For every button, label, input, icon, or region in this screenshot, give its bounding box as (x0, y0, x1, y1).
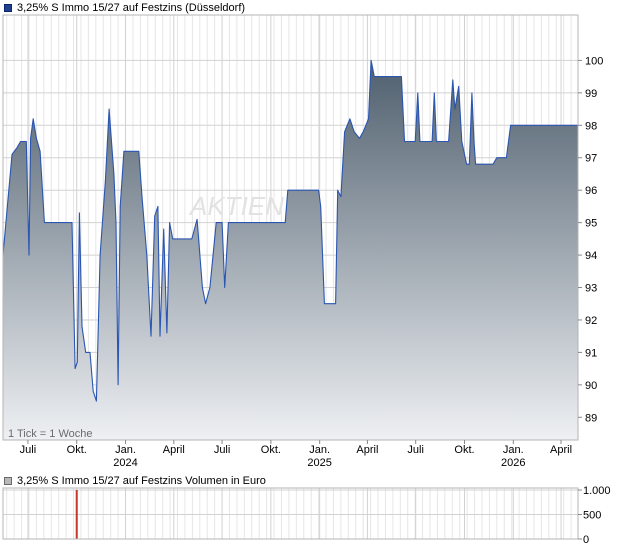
x-tick-label: Jan. (309, 444, 330, 456)
price-plot-frame (2, 14, 579, 441)
y-tick-label: 91 (585, 347, 597, 359)
volume-bar (75, 490, 78, 539)
x-tick-year-label: 2024 (113, 457, 137, 469)
x-tick-label: Jan. (503, 444, 524, 456)
volume-plot-frame (2, 487, 579, 540)
volume-bars (75, 490, 78, 539)
y-tick-label: 93 (585, 283, 597, 295)
y-tick-label: 99 (585, 88, 597, 100)
price-series-swatch (4, 4, 12, 12)
y-tick-label: 95 (585, 218, 597, 230)
y-tick-label: 100 (585, 55, 603, 67)
price-chart-title: 3,25% S Immo 15/27 auf Festzins (Düsseld… (17, 2, 246, 14)
x-tick-label: Juli (214, 444, 231, 456)
volume-y-tick-label: 1.000 (583, 485, 611, 497)
x-tick-label: April (163, 444, 185, 456)
x-tick-label: Juli (20, 444, 37, 456)
x-tick-year-label: 2026 (501, 457, 525, 469)
volume-series-swatch (4, 477, 12, 485)
x-tick-label: April (550, 444, 572, 456)
y-tick-label: 96 (585, 185, 597, 197)
volume-grid (3, 488, 578, 539)
price-chart-legend: 3,25% S Immo 15/27 auf Festzins (Düsseld… (4, 1, 245, 15)
y-tick-label: 92 (585, 315, 597, 327)
x-tick-label: Jan. (115, 444, 136, 456)
y-tick-label: 94 (585, 250, 597, 262)
volume-chart-legend: 3,25% S Immo 15/27 auf Festzins Volumen … (4, 474, 266, 488)
x-tick-label: Okt. (67, 444, 87, 456)
x-tick-label: Okt. (261, 444, 281, 456)
volume-y-tick-label: 500 (583, 510, 601, 522)
tick-interval-note: 1 Tick = 1 Woche (8, 428, 92, 440)
y-tick-label: 97 (585, 153, 597, 165)
y-tick-label: 98 (585, 120, 597, 132)
price-area (3, 60, 578, 441)
x-tick-label: April (356, 444, 378, 456)
x-tick-label: Juli (407, 444, 424, 456)
volume-chart-title: 3,25% S Immo 15/27 auf Festzins Volumen … (17, 475, 266, 487)
x-tick-label: Okt. (454, 444, 474, 456)
price-y-axis: 89 90 91 92 93 94 95 96 97 98 99 100 (578, 55, 603, 424)
price-series (2, 59, 578, 441)
price-line (2, 59, 578, 402)
y-tick-label: 90 (585, 380, 597, 392)
watermark-logo: AKTIEN (188, 191, 284, 221)
volume-y-tick-label: 0 (583, 534, 589, 546)
volume-y-axis: 0 500 1.000 (578, 485, 611, 546)
x-tick-year-label: 2025 (307, 457, 331, 469)
y-tick-label: 89 (585, 412, 597, 424)
